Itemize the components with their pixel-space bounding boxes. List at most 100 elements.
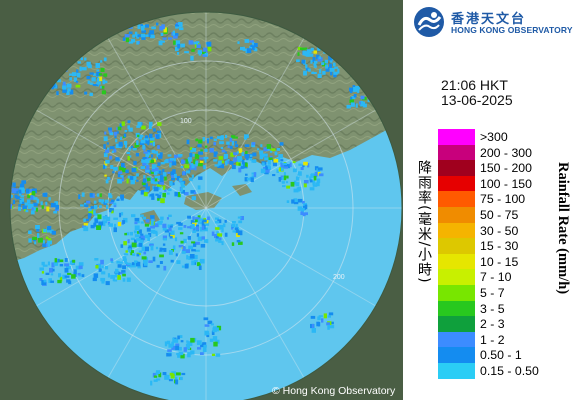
rain-echo xyxy=(96,225,101,230)
rain-echo xyxy=(143,137,148,140)
rain-echo xyxy=(150,142,153,146)
rain-echo xyxy=(180,184,185,188)
rain-echo xyxy=(193,243,197,247)
rain-echo xyxy=(123,133,127,138)
rain-echo xyxy=(303,203,307,206)
rain-echo xyxy=(163,265,167,271)
rain-echo xyxy=(183,192,189,196)
rain-echo xyxy=(274,151,278,156)
rain-echo xyxy=(244,136,248,140)
rain-echo xyxy=(167,188,172,192)
rain-echo xyxy=(84,57,87,61)
rain-echo xyxy=(202,342,207,345)
rain-echo xyxy=(162,226,167,231)
rain-echo xyxy=(195,241,200,245)
rain-echo xyxy=(155,193,159,196)
rain-echo xyxy=(206,138,209,144)
rain-echo xyxy=(244,144,250,147)
rain-echo xyxy=(179,376,183,381)
rain-echo xyxy=(26,199,31,204)
rain-echo xyxy=(52,268,55,272)
rain-echo xyxy=(128,248,131,253)
rain-echo xyxy=(213,152,217,158)
rain-echo xyxy=(353,94,357,98)
rain-echo xyxy=(317,167,323,171)
rain-echo xyxy=(42,240,45,244)
rain-echo xyxy=(203,225,206,230)
rain-echo xyxy=(222,223,226,228)
rain-echo xyxy=(174,33,179,37)
rain-echo xyxy=(204,145,208,148)
rain-echo xyxy=(122,278,126,282)
rain-echo xyxy=(127,239,130,244)
rain-echo xyxy=(224,156,227,160)
rain-echo xyxy=(295,182,300,187)
ring-label-100: 100 xyxy=(180,118,192,125)
rain-echo xyxy=(326,322,330,326)
rain-echo xyxy=(160,32,164,36)
rain-echo xyxy=(134,239,138,243)
rain-echo xyxy=(291,199,295,204)
rain-echo xyxy=(46,206,50,212)
rain-echo xyxy=(112,171,115,174)
rain-echo xyxy=(202,347,207,353)
rain-echo xyxy=(202,54,207,57)
rain-echo xyxy=(41,261,45,266)
legend-label: 2 - 3 xyxy=(480,317,505,332)
rain-echo xyxy=(313,63,317,66)
rain-echo xyxy=(35,207,38,212)
rain-echo xyxy=(69,89,74,95)
rain-echo xyxy=(301,207,305,211)
rain-echo xyxy=(140,24,143,27)
rain-echo xyxy=(55,204,59,210)
rain-echo xyxy=(42,243,47,248)
rain-echo xyxy=(138,229,142,234)
rain-echo xyxy=(80,57,83,61)
rain-echo xyxy=(94,204,98,210)
rain-echo xyxy=(120,136,122,140)
rain-echo xyxy=(32,236,37,240)
rain-echo xyxy=(117,261,120,264)
rain-echo xyxy=(49,267,53,273)
legend-label: 0.15 - 0.50 xyxy=(480,363,539,378)
ring-label-200: 200 xyxy=(333,274,345,281)
radar-image: 100 200 xyxy=(0,0,403,400)
rain-echo xyxy=(164,229,170,233)
rain-echo xyxy=(140,214,144,217)
legend-label: 75 - 100 xyxy=(480,192,526,207)
rain-echo xyxy=(152,223,158,228)
rain-echo xyxy=(319,68,322,74)
rain-echo xyxy=(96,193,100,197)
rain-echo xyxy=(108,130,113,133)
rain-echo xyxy=(214,220,220,224)
rain-echo xyxy=(118,171,123,174)
rain-echo xyxy=(83,226,89,232)
rain-echo xyxy=(185,346,190,350)
rain-echo xyxy=(316,54,320,60)
rain-echo xyxy=(238,241,243,245)
rain-echo xyxy=(302,200,305,204)
rain-echo xyxy=(167,349,172,352)
legend-swatch xyxy=(438,253,475,270)
rain-echo xyxy=(126,232,129,236)
rain-echo xyxy=(243,165,248,169)
rain-echo xyxy=(279,142,284,146)
rain-echo xyxy=(137,25,141,29)
rain-echo xyxy=(312,180,315,183)
rain-echo xyxy=(176,352,181,356)
rain-echo xyxy=(165,374,170,380)
rain-echo xyxy=(253,48,258,52)
rain-echo xyxy=(175,25,179,29)
rain-echo xyxy=(140,33,146,38)
rain-echo xyxy=(204,158,207,163)
rain-echo xyxy=(103,222,106,227)
rain-echo xyxy=(169,236,173,239)
rain-echo xyxy=(224,151,227,154)
rain-echo xyxy=(297,52,300,56)
rain-echo xyxy=(92,277,97,282)
rain-echo xyxy=(215,238,220,242)
rain-echo xyxy=(189,147,193,150)
rain-echo xyxy=(97,214,102,220)
rain-echo xyxy=(150,220,154,226)
legend-label: 15 - 30 xyxy=(480,239,519,254)
